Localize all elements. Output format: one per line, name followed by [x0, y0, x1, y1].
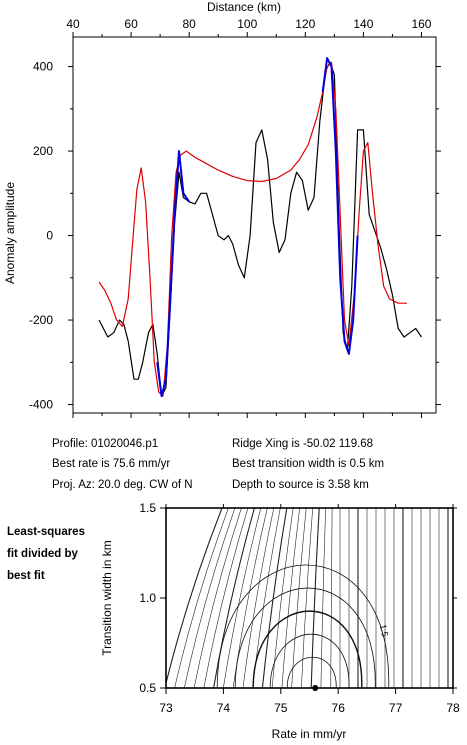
anomaly-profile-plot: Distance (km) 40 60 80 100 120 140 160 400 200 0…	[3, 0, 441, 418]
misfit-contour-plot: 73 74 75 76 77 78 0.5 1.0 1.5 Rate in mm/yr Tra…	[100, 501, 460, 741]
top-y-tick-label: 400	[33, 60, 53, 74]
top-plot-frame	[73, 37, 436, 413]
contour-line	[233, 508, 267, 688]
profile-line-3	[157, 151, 189, 396]
side-note-line-3: best fit	[7, 565, 85, 587]
contour-line	[311, 508, 319, 688]
top-x-tick-label: 120	[295, 17, 315, 31]
contour-line	[301, 508, 312, 688]
bottom-x-axis-label: Rate in mm/yr	[272, 727, 347, 741]
top-y-tick-label: -400	[29, 398, 53, 412]
top-y-tick-label: 0	[46, 229, 53, 243]
profile-series	[99, 58, 421, 396]
bottom-y-axis-label: Transition width in km	[100, 540, 114, 656]
ridge-xing-label: Ridge Xing is -50.02 119.68	[232, 438, 373, 450]
top-y-tick-label: -200	[29, 313, 53, 327]
contour-line	[223, 508, 260, 688]
contour-line	[165, 508, 222, 688]
bottom-x-tick-label: 73	[159, 701, 173, 715]
top-y-ticks: 400 200 0 -200 -400	[29, 60, 441, 412]
best-rate-label: Best rate is 75.6 mm/yr	[52, 458, 170, 470]
contour-line	[184, 508, 235, 688]
contour-line	[194, 508, 241, 688]
bottom-x-tick-label: 78	[446, 701, 460, 715]
side-note-line-2: fit divided by	[7, 543, 85, 565]
top-x-tick-label: 100	[237, 17, 257, 31]
contour-line	[292, 508, 307, 688]
depth-label: Depth to source is 3.58 km	[232, 479, 369, 491]
contour-label: 1.5	[378, 623, 390, 637]
top-x-tick-label: 80	[182, 17, 196, 31]
top-x-tick-label: 160	[411, 17, 431, 31]
top-x-tick-label: 60	[124, 17, 138, 31]
bottom-x-tick-label: 76	[332, 701, 346, 715]
top-x-tick-label: 140	[353, 17, 373, 31]
contour-line	[175, 508, 229, 688]
contour-arch	[235, 588, 375, 688]
best-width-label: Best transition width is 0.5 km	[232, 458, 384, 470]
top-x-ticks: 40 60 80 100 120 140 160	[66, 17, 431, 418]
best-fit-point	[312, 685, 318, 691]
bottom-x-tick-label: 77	[389, 701, 403, 715]
contour-arch	[270, 634, 349, 688]
contour-line	[282, 508, 300, 688]
contour-line	[331, 508, 332, 688]
bottom-y-tick-label: 1.0	[139, 591, 156, 605]
bottom-x-tick-label: 75	[274, 701, 288, 715]
top-y-tick-label: 200	[33, 144, 53, 158]
top-x-tick-label: 40	[66, 17, 80, 31]
top-y-axis-label: Anomaly amplitude	[3, 182, 17, 284]
bottom-x-tick-label: 74	[217, 701, 231, 715]
bottom-y-tick-label: 1.5	[139, 501, 156, 515]
bottom-y-tick-label: 0.5	[139, 681, 156, 695]
profile-label: Profile: 01020046.p1	[52, 438, 158, 450]
top-x-axis-label: Distance (km)	[207, 0, 281, 14]
proj-az-label: Proj. Az: 20.0 deg. CW of N	[52, 479, 193, 491]
side-note: Least-squares fit divided by best fit	[7, 521, 85, 587]
side-note-line-1: Least-squares	[7, 521, 85, 543]
contour-lines	[165, 508, 457, 688]
